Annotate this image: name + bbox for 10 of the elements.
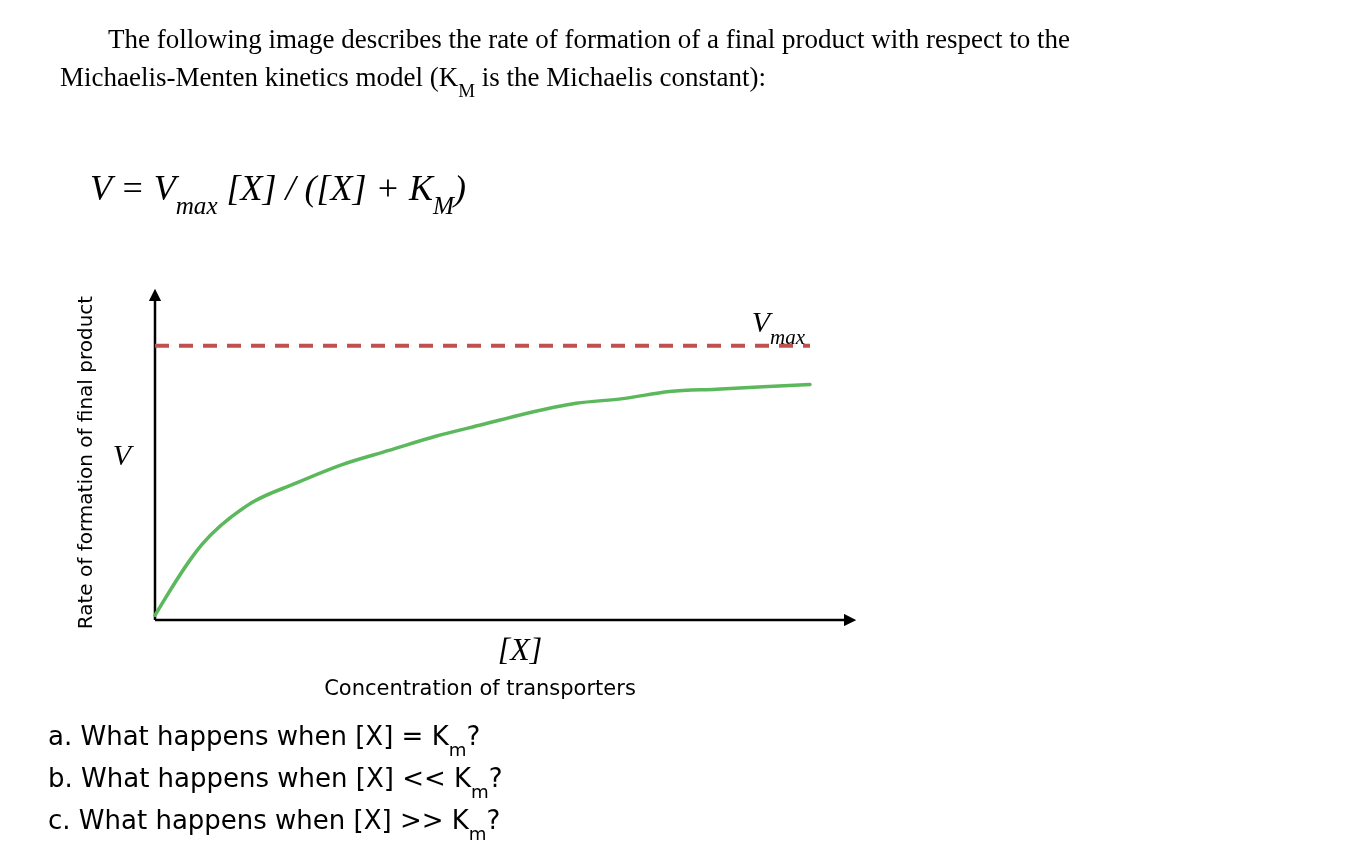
chart-title: The following image describes the rate of formation of a final product with respect to the Michaelis-Menten kinetics model (K$_{M}$ is the Michaelis constant): xyxy=(60,24,1070,101)
x-axis-title: Concentration of transporters xyxy=(324,676,636,700)
ref-line-label: V$_{max}$ xyxy=(751,304,806,349)
text: [X] xyxy=(497,631,543,667)
text: c. What happens when [X] >> K$_{m}$? xyxy=(48,805,501,844)
y-axis-title: Rate of formation of final product xyxy=(73,295,97,630)
text: a. What happens when [X] = K$_{m}$? xyxy=(48,721,481,760)
text: V xyxy=(112,438,135,471)
text: V = V$_{max}$ [X] / ([X] + K$_{M}$) xyxy=(90,168,466,219)
text: b. What happens when [X] << K$_{m}$? xyxy=(48,763,503,802)
